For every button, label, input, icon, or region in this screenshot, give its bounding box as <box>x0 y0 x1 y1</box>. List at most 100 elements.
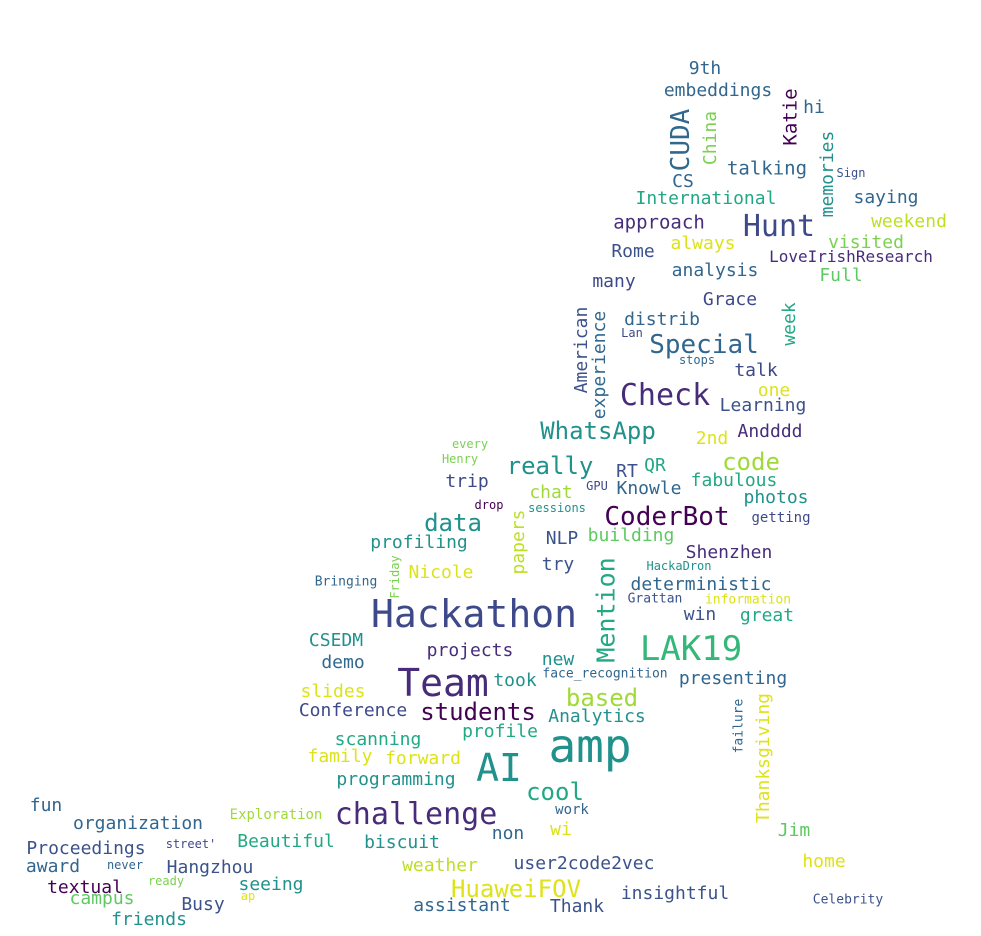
word-andddd: Andddd <box>737 421 803 442</box>
word-forward: forward <box>385 748 461 769</box>
word-proceedings: Proceedings <box>26 838 146 859</box>
word-ai: AI <box>476 746 522 790</box>
word-lan: Lan <box>621 326 643 340</box>
word-experience: experience <box>589 310 610 420</box>
word-biscuit: biscuit <box>364 832 440 853</box>
word-insightful: insightful <box>620 883 730 904</box>
word-stops: stops <box>678 353 716 367</box>
word-slides: slides <box>300 681 366 702</box>
word-9th: 9th <box>688 58 722 79</box>
word-assistant: assistant <box>413 895 511 916</box>
word-memories: memories <box>817 130 838 218</box>
word-user2code2vec: user2code2vec <box>513 853 655 874</box>
word-busy: Busy <box>181 894 225 915</box>
word-scanning: scanning <box>334 729 422 750</box>
word-award: award <box>25 856 81 877</box>
word-family: family <box>307 746 373 767</box>
word-rt: RT <box>616 461 638 482</box>
word-bringing: Bringing <box>314 574 378 590</box>
word-organization: organization <box>72 813 204 834</box>
word-students: students <box>420 698 536 726</box>
word-work: work <box>555 802 589 818</box>
word-amp: amp <box>548 719 632 773</box>
word-mention: Mention <box>591 557 621 663</box>
word-seeing: seeing <box>238 874 304 895</box>
word-loveirishresearch: LoveIrishResearch <box>769 247 933 266</box>
word-failure: failure <box>731 698 747 754</box>
word-fabulous: fabulous <box>690 470 778 491</box>
word-conference: Conference <box>298 700 408 721</box>
word-week: week <box>779 302 800 346</box>
word-great: great <box>739 605 795 626</box>
word-weather: weather <box>402 855 478 876</box>
word-street: street' <box>165 837 217 851</box>
word-whatsapp: WhatsApp <box>540 417 656 445</box>
word-learning: Learning <box>719 395 807 416</box>
word-hackathon: Hackathon <box>371 592 577 636</box>
word-csedm: CSEDM <box>308 630 364 651</box>
word-shenzhen: Shenzhen <box>685 542 773 563</box>
word-every: every <box>451 437 489 451</box>
word-programming: programming <box>336 769 456 790</box>
word-demo: demo <box>321 652 365 673</box>
word-photos: photos <box>743 487 809 508</box>
word-ap: ap <box>240 889 256 903</box>
word-saying: saying <box>853 187 919 208</box>
word-sessions: sessions <box>528 501 586 515</box>
word-china: China <box>700 110 721 166</box>
word-special: Special <box>649 330 759 360</box>
word-fun: fun <box>29 795 63 816</box>
word-information: information <box>704 592 792 608</box>
word-visited: visited <box>828 232 904 253</box>
word-textual: textual <box>47 877 123 898</box>
word-approach: approach <box>613 211 705 234</box>
word-challenge: challenge <box>334 797 498 832</box>
word-non: non <box>491 823 525 844</box>
word-team: Team <box>397 661 489 705</box>
word-henry: Henry <box>441 452 479 466</box>
word-wi: wi <box>550 819 572 840</box>
word-friends: friends <box>111 909 187 930</box>
word-really: really <box>506 452 594 480</box>
word-profiling: profiling <box>370 532 468 553</box>
word-always: always <box>670 233 736 254</box>
word-lak19: LAK19 <box>639 629 743 669</box>
word-one: one <box>757 380 791 401</box>
word-deterministic: deterministic <box>630 574 772 595</box>
word-coderbot: CoderBot <box>604 502 730 532</box>
word-face-recognition: face_recognition <box>542 666 668 682</box>
word-check: Check <box>619 378 711 413</box>
word-knowle: Knowle <box>616 478 682 499</box>
word-new: new <box>541 649 575 670</box>
word-profile: profile <box>462 721 538 742</box>
word-trip: trip <box>445 471 489 492</box>
word-rome: Rome <box>611 241 655 262</box>
word-exploration: Exploration <box>229 807 323 823</box>
word-building: building <box>587 525 675 546</box>
word-jim: Jim <box>777 820 811 841</box>
word-thank: Thank <box>549 896 605 917</box>
word-data: data <box>424 509 482 537</box>
word-analysis: analysis <box>671 260 759 281</box>
word-2nd: 2nd <box>695 428 729 449</box>
word-gpu: GPU <box>586 479 608 493</box>
word-talking: talking <box>726 157 808 180</box>
word-analytics: Analytics <box>548 706 646 727</box>
word-papers: papers <box>508 509 529 575</box>
word-hi: hi <box>803 97 825 118</box>
word-nlp: NLP <box>545 528 579 549</box>
word-qr: QR <box>644 455 666 476</box>
word-grattan: Grattan <box>627 591 683 607</box>
word-thanksgiving: Thanksgiving <box>753 692 774 824</box>
word-presenting: presenting <box>678 668 788 689</box>
word-full: Full <box>819 265 863 286</box>
word-celebrity: Celebrity <box>812 892 884 908</box>
word-distrib: distrib <box>624 309 700 330</box>
word-based: based <box>565 684 639 712</box>
word-hunt: Hunt <box>742 209 816 244</box>
word-chat: chat <box>529 482 573 503</box>
word-took: took <box>493 670 537 691</box>
word-drop: drop <box>474 498 504 512</box>
word-international: International <box>635 188 777 209</box>
word-getting: getting <box>751 510 811 526</box>
